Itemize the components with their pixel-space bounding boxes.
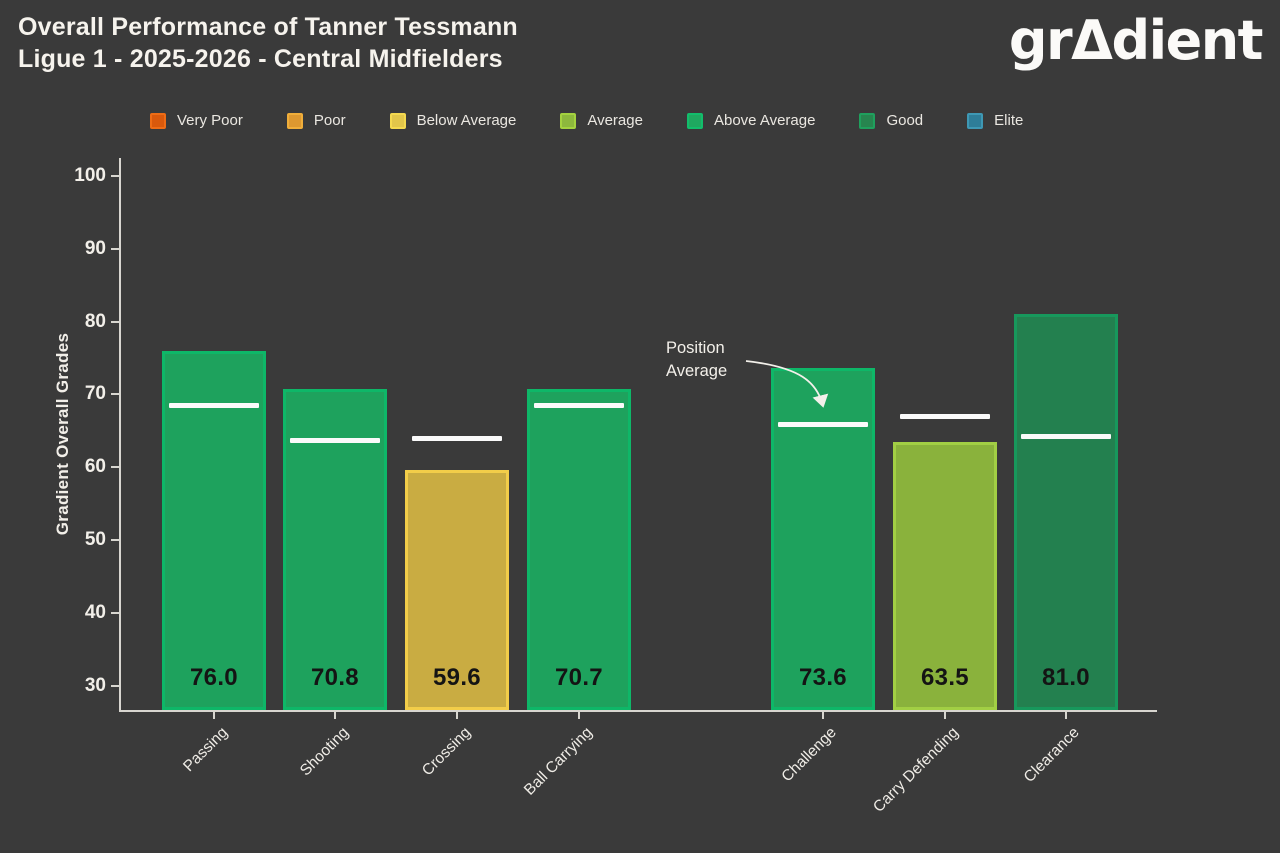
position-average-line-crossing [412, 435, 502, 441]
legend: Very Poor Poor Below Average Average Above A… [150, 112, 1023, 129]
legend-swatch-icon [859, 112, 876, 129]
x-axis-spine [119, 710, 1157, 712]
x-tick-mark [944, 711, 946, 719]
logo-text-pre: gr [1008, 9, 1073, 72]
legend-item-poor: Poor [286, 112, 346, 129]
legend-item-below-average: Below Average [389, 112, 517, 129]
legend-swatch-icon [686, 112, 703, 129]
x-tick-mark [456, 711, 458, 719]
y-tick-mark [111, 685, 119, 687]
legend-item-very-poor: Very Poor [150, 112, 243, 129]
legend-label: Average [587, 112, 643, 129]
y-axis-spine [119, 158, 121, 712]
y-tick-label: 100 [74, 164, 106, 186]
bar-clearance [1014, 314, 1118, 710]
x-tick-mark [1065, 711, 1067, 719]
y-tick-mark [111, 393, 119, 396]
gradient-logo: grΔdient [1008, 8, 1264, 74]
y-tick-label: 30 [84, 675, 106, 696]
y-tick-label: 90 [84, 237, 106, 259]
y-axis-label: Gradient Overall Grades [53, 332, 72, 536]
legend-label: Very Poor [177, 112, 243, 129]
bar-value-ball-carrying: 70.7 [555, 664, 603, 691]
legend-swatch-icon [150, 112, 166, 129]
x-tick-mark [822, 711, 824, 719]
y-tick-label: 50 [84, 529, 106, 551]
bar-value-challenge: 73.6 [799, 664, 847, 691]
y-tick-mark [111, 174, 119, 177]
bar-value-passing: 76.0 [190, 664, 238, 691]
position-average-line-clearance [1021, 434, 1111, 440]
x-tick-mark [334, 711, 336, 719]
x-tick-label-crossing: Crossing [418, 724, 475, 780]
position-average-line-ball-carrying [534, 402, 624, 408]
x-tick-label-carry-defending: Carry Defending [870, 724, 963, 816]
legend-swatch-icon [560, 112, 577, 129]
y-tick-label: 80 [84, 310, 106, 332]
position-average-line-carry-defending [900, 413, 990, 419]
chart-title-line1: Overall Performance of Tanner Tessmann [18, 13, 518, 41]
bar-value-crossing: 59.6 [433, 664, 481, 691]
legend-label: Good [886, 112, 924, 129]
legend-swatch-icon [286, 112, 303, 129]
y-tick-mark [111, 247, 119, 250]
position-average-line-challenge [778, 421, 868, 427]
chart-title: Overall Performance of Tanner Tessmann L… [18, 11, 518, 75]
x-tick-label-passing: Passing [179, 724, 232, 776]
bar-crossing [405, 470, 509, 710]
logo-triangle-icon: Δ [1071, 9, 1113, 72]
bar-shooting [283, 388, 387, 710]
legend-swatch-icon [967, 112, 984, 129]
bar-value-shooting: 70.8 [311, 664, 359, 691]
legend-item-above-average: Above Average [686, 112, 816, 129]
legend-label: Above Average [713, 112, 816, 129]
bar-challenge [771, 368, 875, 710]
y-tick-label: 70 [84, 383, 106, 405]
legend-item-elite: Elite [967, 112, 1023, 129]
position-average-annotation: Position Average [666, 339, 728, 380]
legend-label: Below Average [416, 112, 517, 129]
y-tick-mark [111, 539, 119, 542]
position-average-line-passing [169, 402, 259, 408]
x-tick-mark [578, 711, 580, 719]
x-tick-label-clearance: Clearance [1021, 724, 1084, 786]
legend-label: Poor [313, 112, 346, 129]
legend-label: Elite [994, 112, 1024, 129]
y-tick-mark [111, 320, 119, 323]
y-tick-mark [111, 466, 119, 469]
y-tick-label: 60 [84, 456, 106, 478]
x-tick-label-challenge: Challenge [778, 724, 841, 786]
bar-value-clearance: 81.0 [1042, 664, 1090, 691]
x-tick-label-ball-carrying: Ball Carrying [521, 724, 597, 799]
legend-item-average: Average [560, 112, 643, 129]
x-tick-mark [213, 711, 215, 719]
y-tick-mark [111, 612, 119, 615]
legend-swatch-icon [389, 112, 406, 129]
bar-value-carry-defending: 63.5 [921, 664, 969, 691]
logo-text-post: dient [1111, 9, 1263, 72]
bar-ball-carrying [527, 389, 631, 710]
position-average-line-shooting [290, 437, 380, 443]
y-tick-label: 40 [84, 602, 106, 624]
bar-carry-defending [893, 441, 997, 710]
x-tick-label-shooting: Shooting [296, 724, 353, 780]
legend-item-good: Good [859, 112, 923, 129]
bar-passing [162, 350, 266, 710]
chart-title-line2: Ligue 1 - 2025-2026 - Central Midfielder… [18, 45, 503, 73]
